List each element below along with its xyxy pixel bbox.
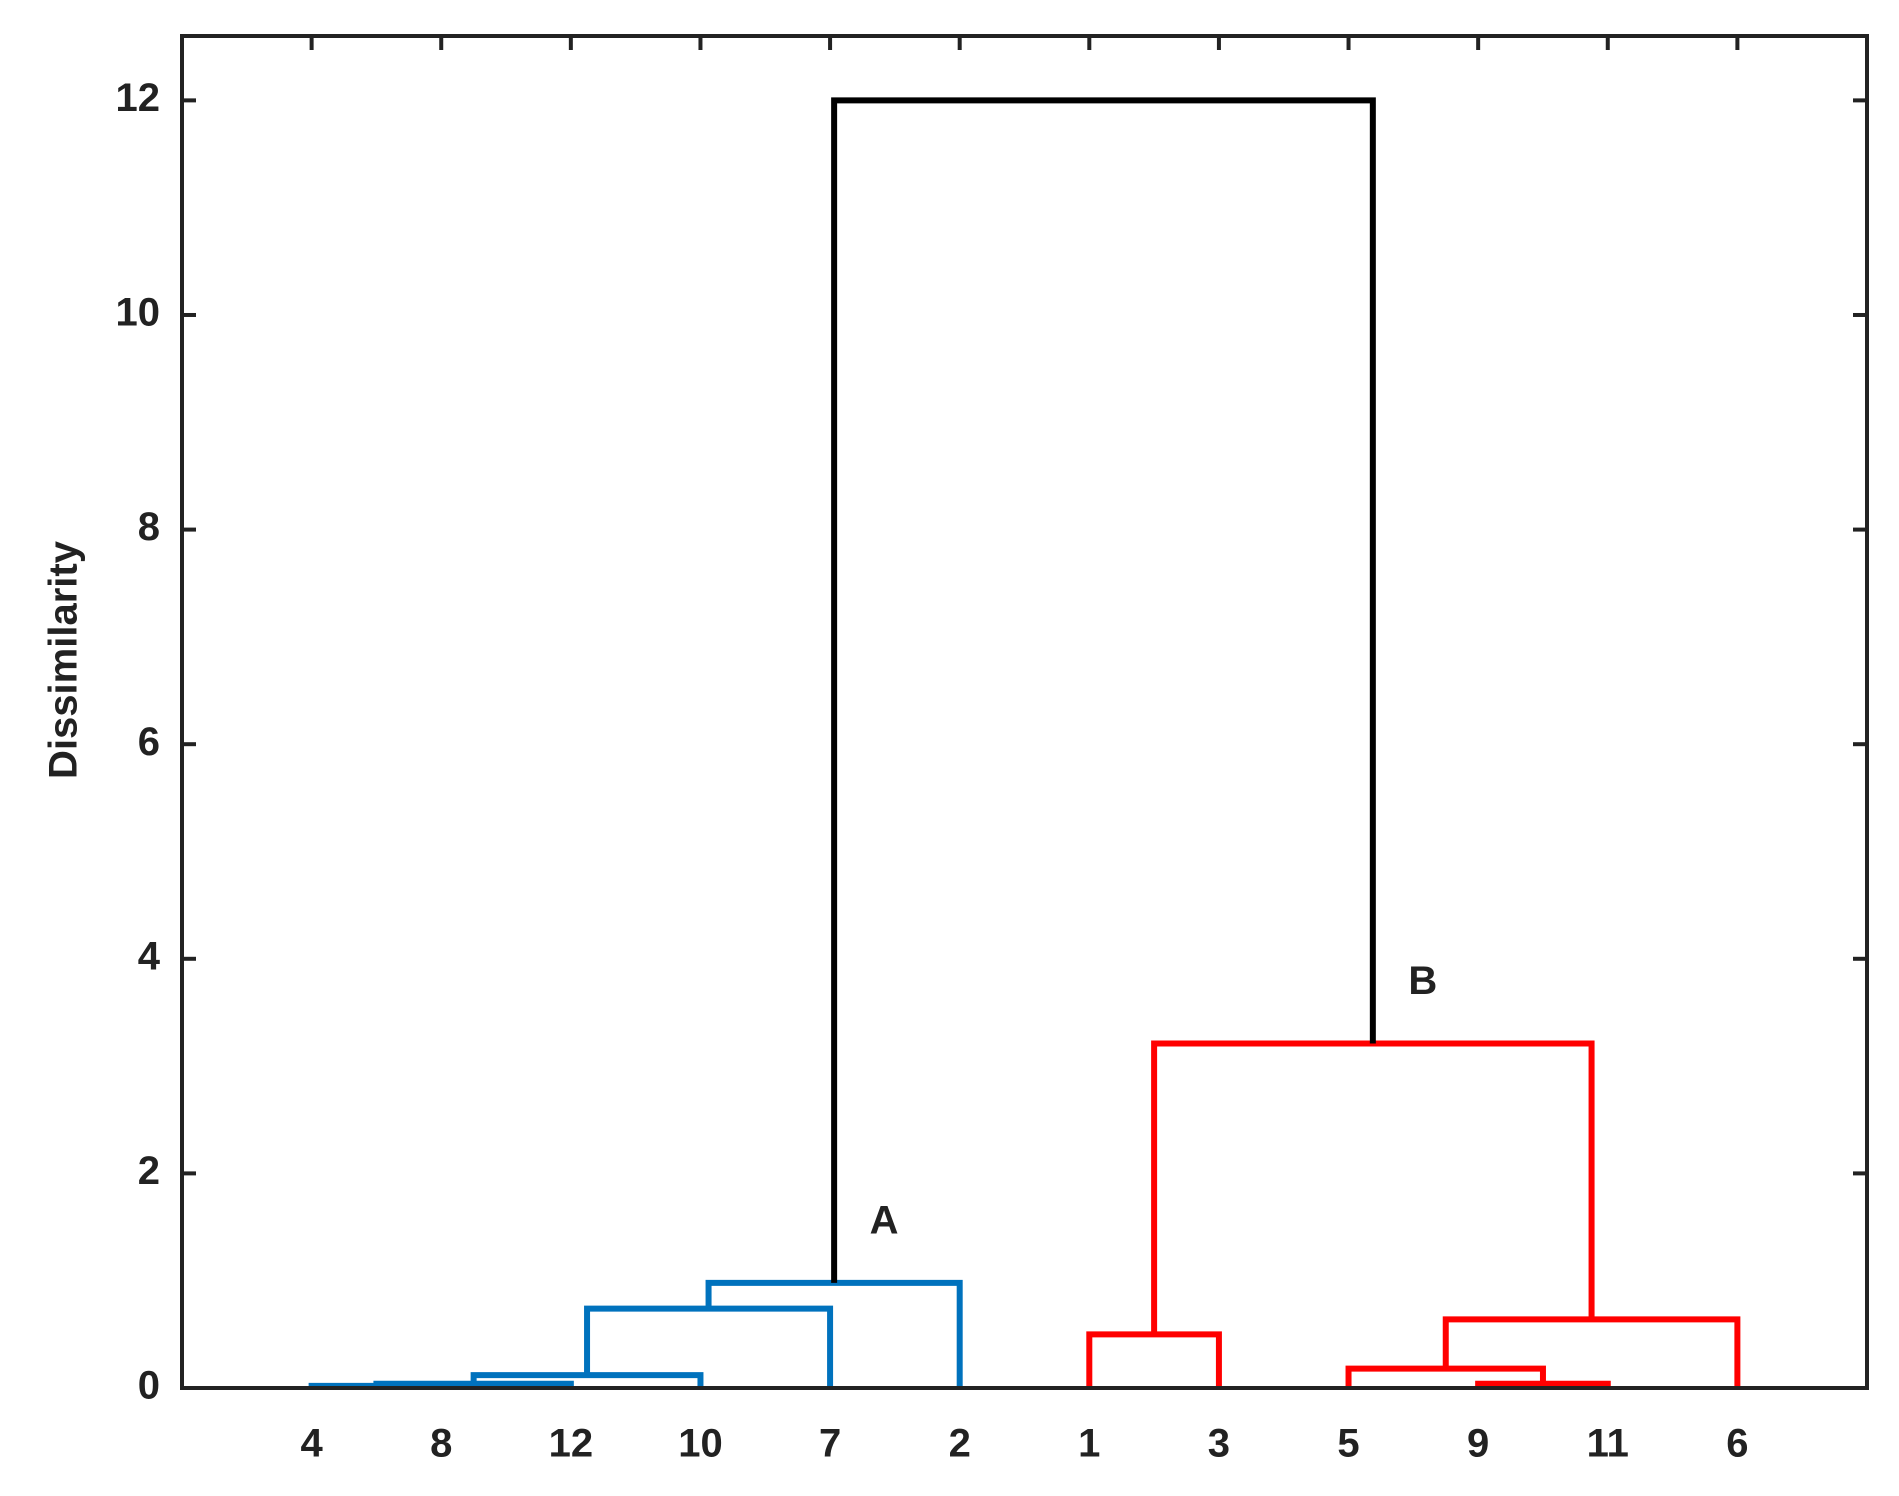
x-tick-label: 9 bbox=[1467, 1422, 1489, 1466]
x-tick-label: 11 bbox=[1587, 1422, 1629, 1466]
dendrogram-link bbox=[1151, 1040, 1595, 1335]
x-tick-label: 7 bbox=[819, 1422, 841, 1466]
y-tick-label: 2 bbox=[138, 1149, 160, 1193]
x-tick-label: 12 bbox=[549, 1422, 594, 1466]
x-tick-label: 1 bbox=[1078, 1422, 1100, 1466]
dendrogram-link bbox=[1345, 1365, 1546, 1388]
x-tick-label: 5 bbox=[1337, 1422, 1359, 1466]
y-tick-label: 8 bbox=[138, 505, 160, 549]
dendrogram-link bbox=[1442, 1316, 1741, 1388]
y-tick-label: 0 bbox=[138, 1364, 160, 1408]
x-tick-label: 2 bbox=[949, 1422, 971, 1466]
dendrogram-link bbox=[705, 1279, 963, 1388]
plot-frame bbox=[180, 34, 1869, 1390]
x-tick-label: 4 bbox=[300, 1422, 323, 1466]
cluster-annotation: A bbox=[870, 1198, 899, 1242]
x-tick-label: 8 bbox=[430, 1422, 452, 1466]
y-tick-label: 10 bbox=[116, 291, 161, 335]
y-tick-label: 4 bbox=[138, 934, 161, 978]
y-axis-label: Dissimilarity bbox=[42, 540, 86, 779]
dendrogram-link bbox=[1475, 1380, 1611, 1388]
dendrogram-link bbox=[584, 1305, 834, 1388]
dendrogram-link bbox=[831, 97, 1376, 1283]
x-tick-label: 10 bbox=[678, 1422, 723, 1466]
y-tick-label: 6 bbox=[138, 720, 160, 764]
x-tick-label: 6 bbox=[1726, 1422, 1748, 1466]
x-tick-label: 3 bbox=[1208, 1422, 1230, 1466]
dendrogram-link bbox=[1086, 1331, 1222, 1388]
y-tick-label: 12 bbox=[116, 76, 161, 120]
dendrogram-link bbox=[373, 1380, 574, 1388]
cluster-annotation: B bbox=[1408, 959, 1437, 1003]
